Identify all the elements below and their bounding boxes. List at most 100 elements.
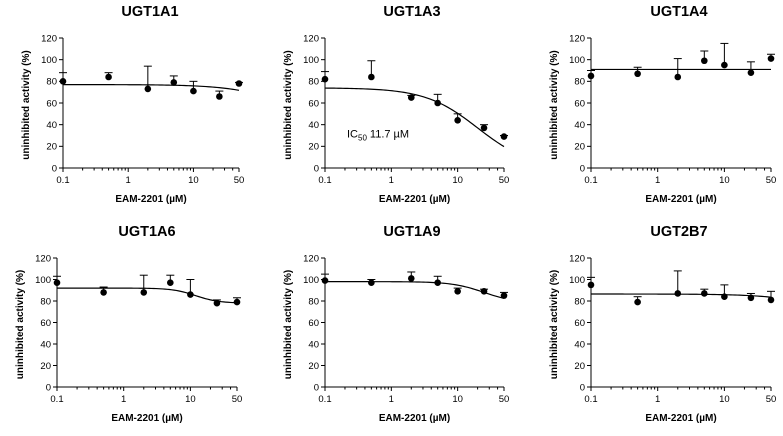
data-point	[721, 61, 728, 69]
x-tick-label: 10	[188, 175, 199, 186]
fit-curve	[63, 84, 240, 91]
y-tick-label: 100	[41, 55, 57, 66]
data-point	[674, 290, 682, 297]
y-tick-label: 100	[35, 275, 51, 286]
fit-curve	[591, 293, 772, 298]
data-point	[747, 69, 755, 76]
y-tick-label: 0	[52, 163, 57, 174]
x-axis-label: EAM-2201 (µM)	[111, 413, 182, 424]
data-point	[59, 78, 67, 85]
data-point	[233, 298, 241, 306]
x-tick-label: 10	[185, 394, 196, 405]
y-tick-label: 120	[569, 253, 585, 264]
data-point	[767, 296, 775, 304]
x-tick-label: 50	[766, 394, 777, 405]
y-tick-label: 40	[46, 120, 57, 131]
x-tick-label: 1	[655, 394, 660, 405]
y-tick-label: 100	[569, 275, 585, 286]
x-axis-label: EAM-2201 (µM)	[379, 194, 450, 205]
x-tick-label: 50	[232, 394, 243, 405]
y-tick-label: 40	[574, 120, 585, 131]
x-tick-label: 1	[655, 175, 660, 186]
data-point	[480, 288, 488, 295]
x-tick-label: 50	[499, 175, 510, 186]
data-point	[213, 299, 221, 307]
y-tick-label: 40	[574, 339, 585, 350]
data-point	[167, 279, 174, 287]
fit-curve	[57, 287, 238, 304]
data-point	[721, 293, 728, 301]
data-point	[190, 87, 197, 95]
data-point	[144, 85, 152, 93]
data-point	[321, 277, 329, 284]
data-point	[634, 298, 641, 306]
chart-panel-ugt1a4: UGT1A4 0 20 40 60 80 100 120 0.1 1 10 50 EAM-2201 (µ…	[549, 4, 776, 205]
x-tick-label: 1	[389, 394, 394, 405]
chart-panel-ugt1a6: UGT1A6 0 20 40 60 80 100 120 0.1 1 10 50 EAM-2201 (µ…	[15, 224, 242, 424]
data-point	[434, 279, 441, 287]
x-tick-label: 0.1	[318, 394, 331, 405]
y-axis-label: uninhibited activity (%)	[549, 50, 560, 159]
data-point	[187, 291, 194, 298]
x-tick-label: 1	[389, 175, 394, 186]
x-tick-label: 0.1	[584, 175, 597, 186]
x-tick-label: 0.1	[50, 394, 63, 405]
chart-panel-ugt2b7: UGT2B7 0 20 40 60 80 100 120 0.1 1 10 50 EAM-2201 (µ…	[549, 224, 776, 424]
y-tick-label: 20	[40, 361, 51, 372]
y-tick-label: 20	[46, 142, 57, 153]
y-tick-label: 80	[308, 296, 319, 307]
chart-title: UGT2B7	[650, 224, 707, 240]
y-tick-label: 120	[35, 253, 51, 264]
x-axis-label: EAM-2201 (µM)	[645, 413, 716, 424]
fit-curve	[324, 87, 505, 148]
y-tick-label: 20	[574, 361, 585, 372]
data-point	[701, 290, 708, 297]
y-axis-label: uninhibited activity (%)	[21, 50, 32, 159]
data-point	[140, 289, 148, 296]
y-tick-label: 40	[40, 339, 51, 350]
y-tick-label: 60	[40, 318, 51, 329]
y-tick-label: 60	[574, 98, 585, 109]
data-point	[53, 279, 61, 287]
data-point	[500, 133, 508, 140]
ic50-prefix: IC	[347, 129, 358, 141]
data-point	[407, 275, 415, 282]
y-tick-label: 40	[308, 339, 319, 350]
data-point	[674, 73, 682, 81]
y-tick-label: 60	[308, 98, 319, 109]
y-tick-label: 0	[580, 163, 585, 174]
y-tick-label: 40	[308, 120, 319, 131]
x-tick-label: 0.1	[584, 394, 597, 405]
y-tick-label: 0	[46, 382, 51, 393]
y-tick-label: 120	[569, 33, 585, 44]
y-tick-label: 100	[569, 55, 585, 66]
y-tick-label: 120	[41, 33, 57, 44]
x-tick-label: 50	[234, 175, 245, 186]
x-tick-label: 10	[719, 394, 730, 405]
data-point	[634, 70, 641, 78]
data-point	[747, 294, 755, 302]
data-point	[368, 73, 375, 81]
data-point	[216, 93, 223, 100]
ic50-value: 11.7 µM	[370, 129, 409, 141]
x-tick-label: 10	[452, 175, 463, 186]
x-axis-label: EAM-2201 (µM)	[115, 194, 186, 205]
x-axis-label: EAM-2201 (µM)	[645, 194, 716, 205]
y-tick-label: 120	[303, 253, 319, 264]
data-point	[454, 288, 461, 295]
y-tick-label: 80	[574, 77, 585, 88]
chart-title: UGT1A4	[650, 4, 707, 20]
data-point	[368, 279, 375, 287]
data-point	[434, 99, 441, 107]
y-tick-label: 20	[574, 142, 585, 153]
y-tick-label: 80	[308, 77, 319, 88]
chart-panel-ugt1a1: UGT1A1 0 20 40 60 80 100 120 0.1 1 10 50 EAM-2201 (µ…	[21, 4, 244, 205]
x-tick-label: 50	[766, 175, 777, 186]
y-tick-label: 20	[308, 142, 319, 153]
y-tick-label: 80	[574, 296, 585, 307]
y-tick-label: 0	[580, 382, 585, 393]
data-point	[587, 281, 595, 289]
fit-curve	[325, 281, 505, 299]
data-point	[701, 57, 708, 65]
